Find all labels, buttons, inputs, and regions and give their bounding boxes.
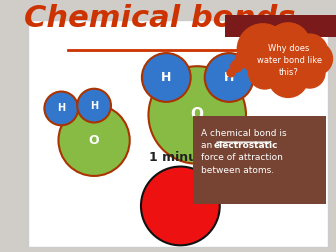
Text: H: H xyxy=(57,103,65,113)
Text: O: O xyxy=(191,108,204,122)
Circle shape xyxy=(248,56,282,90)
Text: Chemical bonds: Chemical bonds xyxy=(24,4,295,34)
FancyBboxPatch shape xyxy=(193,116,326,204)
Text: Why does
water bond like
this?: Why does water bond like this? xyxy=(257,44,322,77)
Text: A chemical bond is: A chemical bond is xyxy=(201,129,287,138)
Circle shape xyxy=(299,42,333,76)
Circle shape xyxy=(253,43,295,84)
Text: 1 minute: 1 minute xyxy=(149,151,212,164)
Text: an: an xyxy=(201,141,215,150)
Circle shape xyxy=(226,68,236,77)
Circle shape xyxy=(266,22,311,67)
FancyBboxPatch shape xyxy=(29,20,329,247)
Circle shape xyxy=(237,23,289,76)
Text: H: H xyxy=(161,71,171,84)
Text: H: H xyxy=(90,101,98,111)
Circle shape xyxy=(77,89,111,122)
Text: between atoms.: between atoms. xyxy=(201,166,274,175)
Circle shape xyxy=(205,53,253,102)
Circle shape xyxy=(291,34,329,71)
Circle shape xyxy=(149,66,246,164)
Circle shape xyxy=(294,57,326,89)
Circle shape xyxy=(235,49,253,68)
Circle shape xyxy=(141,167,220,245)
Bar xyxy=(225,11,336,37)
Circle shape xyxy=(44,91,78,125)
Circle shape xyxy=(230,60,243,73)
Text: O: O xyxy=(89,134,99,147)
Circle shape xyxy=(58,105,130,176)
Text: electrostatic: electrostatic xyxy=(214,141,279,150)
Circle shape xyxy=(273,41,322,90)
Text: force of attraction: force of attraction xyxy=(201,153,283,163)
Circle shape xyxy=(267,57,309,98)
Text: H: H xyxy=(224,71,234,84)
Circle shape xyxy=(142,53,191,102)
